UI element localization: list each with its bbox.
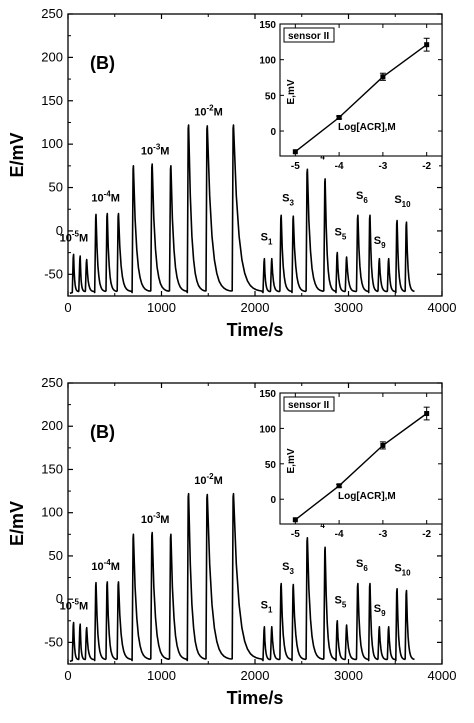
x-tick-label: 1000 <box>147 668 176 683</box>
x-tick-label: 3000 <box>334 668 363 683</box>
y-tick-label: 100 <box>41 136 63 151</box>
sample-label: S9 <box>374 603 386 618</box>
sample-label: S5 <box>334 226 346 241</box>
sample-label: S5 <box>334 594 346 609</box>
x-tick-label: 2000 <box>241 300 270 315</box>
y-tick-label: 0 <box>56 223 63 238</box>
inset-y-tick-label: 50 <box>265 91 277 102</box>
sample-label: S3 <box>282 561 294 576</box>
x-tick-label: 2000 <box>241 668 270 683</box>
sample-label: S3 <box>282 192 294 207</box>
y-tick-label: 250 <box>41 6 63 21</box>
y-tick-label: 200 <box>41 49 63 64</box>
x-axis-label: Time/s <box>227 688 284 708</box>
inset-chart: -5 -4 -3 -2 0 50 100 150 sensor II Log[ACR],M E,mV <box>259 20 443 172</box>
y-tick-label: 150 <box>41 93 63 108</box>
concentration-label: 10-3M <box>141 511 170 526</box>
potential-trace <box>69 124 415 295</box>
y-axis-label: E/mV <box>7 501 27 546</box>
concentration-label: 10-2M <box>194 472 223 487</box>
inset-x-label: Log[ACR],M <box>338 122 396 133</box>
inset-data-point <box>380 442 386 448</box>
x-tick-label: 0 <box>64 668 71 683</box>
inset-frame <box>279 23 443 157</box>
chart-panel-1: 0 1000 2000 3000 4000-50050100150200250Time/… <box>7 6 456 340</box>
y-tick-label: 50 <box>49 548 63 563</box>
inset-title: sensor II <box>288 31 329 42</box>
y-tick-label: -50 <box>44 266 63 281</box>
x-axis-label: Time/s <box>227 320 284 340</box>
inset-data-point <box>424 42 430 48</box>
sample-label: S1 <box>261 231 273 246</box>
inset-data-point <box>336 483 342 489</box>
inset-y-tick-label: 100 <box>259 56 276 67</box>
y-tick-label: 50 <box>49 180 63 195</box>
inset-y-tick-label: 150 <box>259 389 276 400</box>
inset-x-tick-label: -3 <box>378 529 387 540</box>
inset-y-tick-label: 0 <box>270 495 276 506</box>
inset-frame <box>279 392 443 525</box>
sample-label: S10 <box>394 194 411 209</box>
sample-label: S6 <box>356 558 368 573</box>
inset-chart: -5 -4 -3 -2 0 50 100 150 sensor II Log[ACR],M E,mV <box>259 389 443 540</box>
y-tick-label: 250 <box>41 375 63 390</box>
y-tick-label: 200 <box>41 418 63 433</box>
inset-data-point <box>292 149 298 155</box>
inset-x-tick-label: -4 <box>335 529 344 540</box>
inset-data-point <box>380 74 386 80</box>
inset-x-tick-label: -2 <box>422 529 431 540</box>
chart-panel-2: 0 1000 2000 3000 4000-50050100150200250Time/… <box>7 375 456 708</box>
inset-y-label: E,mV <box>286 448 297 473</box>
inset-data-point <box>336 114 342 120</box>
inset-title-box <box>283 396 335 412</box>
inset-y-label: E,mV <box>286 79 297 104</box>
x-tick-label: 4000 <box>428 300 457 315</box>
y-tick-label: -50 <box>44 634 63 649</box>
inset-x-tick-label: -3 <box>378 161 387 172</box>
inset-y-tick-label: 150 <box>259 20 276 31</box>
concentration-label: 10-4M <box>91 189 120 204</box>
x-tick-label: 1000 <box>147 300 176 315</box>
panel-label: (B) <box>90 53 115 73</box>
inset-title: sensor II <box>288 400 329 411</box>
inset-y-tick-label: 0 <box>270 127 276 138</box>
inset-fit-line <box>294 412 428 521</box>
inset-data-point <box>424 411 430 417</box>
y-tick-label: 100 <box>41 505 63 520</box>
y-tick-label: 0 <box>56 591 63 606</box>
inset-x-tick-label: -5 <box>291 529 300 540</box>
concentration-label: 10-5M <box>60 229 89 244</box>
concentration-label: 10-4M <box>91 558 120 573</box>
inset-title-box <box>283 27 335 43</box>
inset-x-tick-label: -2 <box>422 161 431 172</box>
concentration-label: 10-5M <box>60 598 89 613</box>
x-tick-label: 3000 <box>334 300 363 315</box>
potential-trace <box>69 492 415 663</box>
y-tick-label: 150 <box>41 461 63 476</box>
inset-x-tick-label: -4 <box>335 161 344 172</box>
inset-y-tick-label: 100 <box>259 424 276 435</box>
inset-data-point <box>292 517 298 523</box>
sample-label: S9 <box>374 235 386 250</box>
inset-x-label: Log[ACR],M <box>338 491 396 502</box>
inset-fit-line <box>294 44 428 153</box>
inset-y-tick-label: 50 <box>265 460 277 471</box>
inset-x-tick-label: -5 <box>291 161 300 172</box>
x-tick-label: 0 <box>64 300 71 315</box>
sample-label: S6 <box>356 190 368 205</box>
y-axis-label: E/mV <box>7 132 27 177</box>
panel-label: (B) <box>90 422 115 442</box>
sample-label: S1 <box>261 600 273 615</box>
x-tick-label: 4000 <box>428 668 457 683</box>
concentration-label: 10-2M <box>194 104 223 119</box>
concentration-label: 10-3M <box>141 143 170 158</box>
sample-label: S10 <box>394 562 411 577</box>
